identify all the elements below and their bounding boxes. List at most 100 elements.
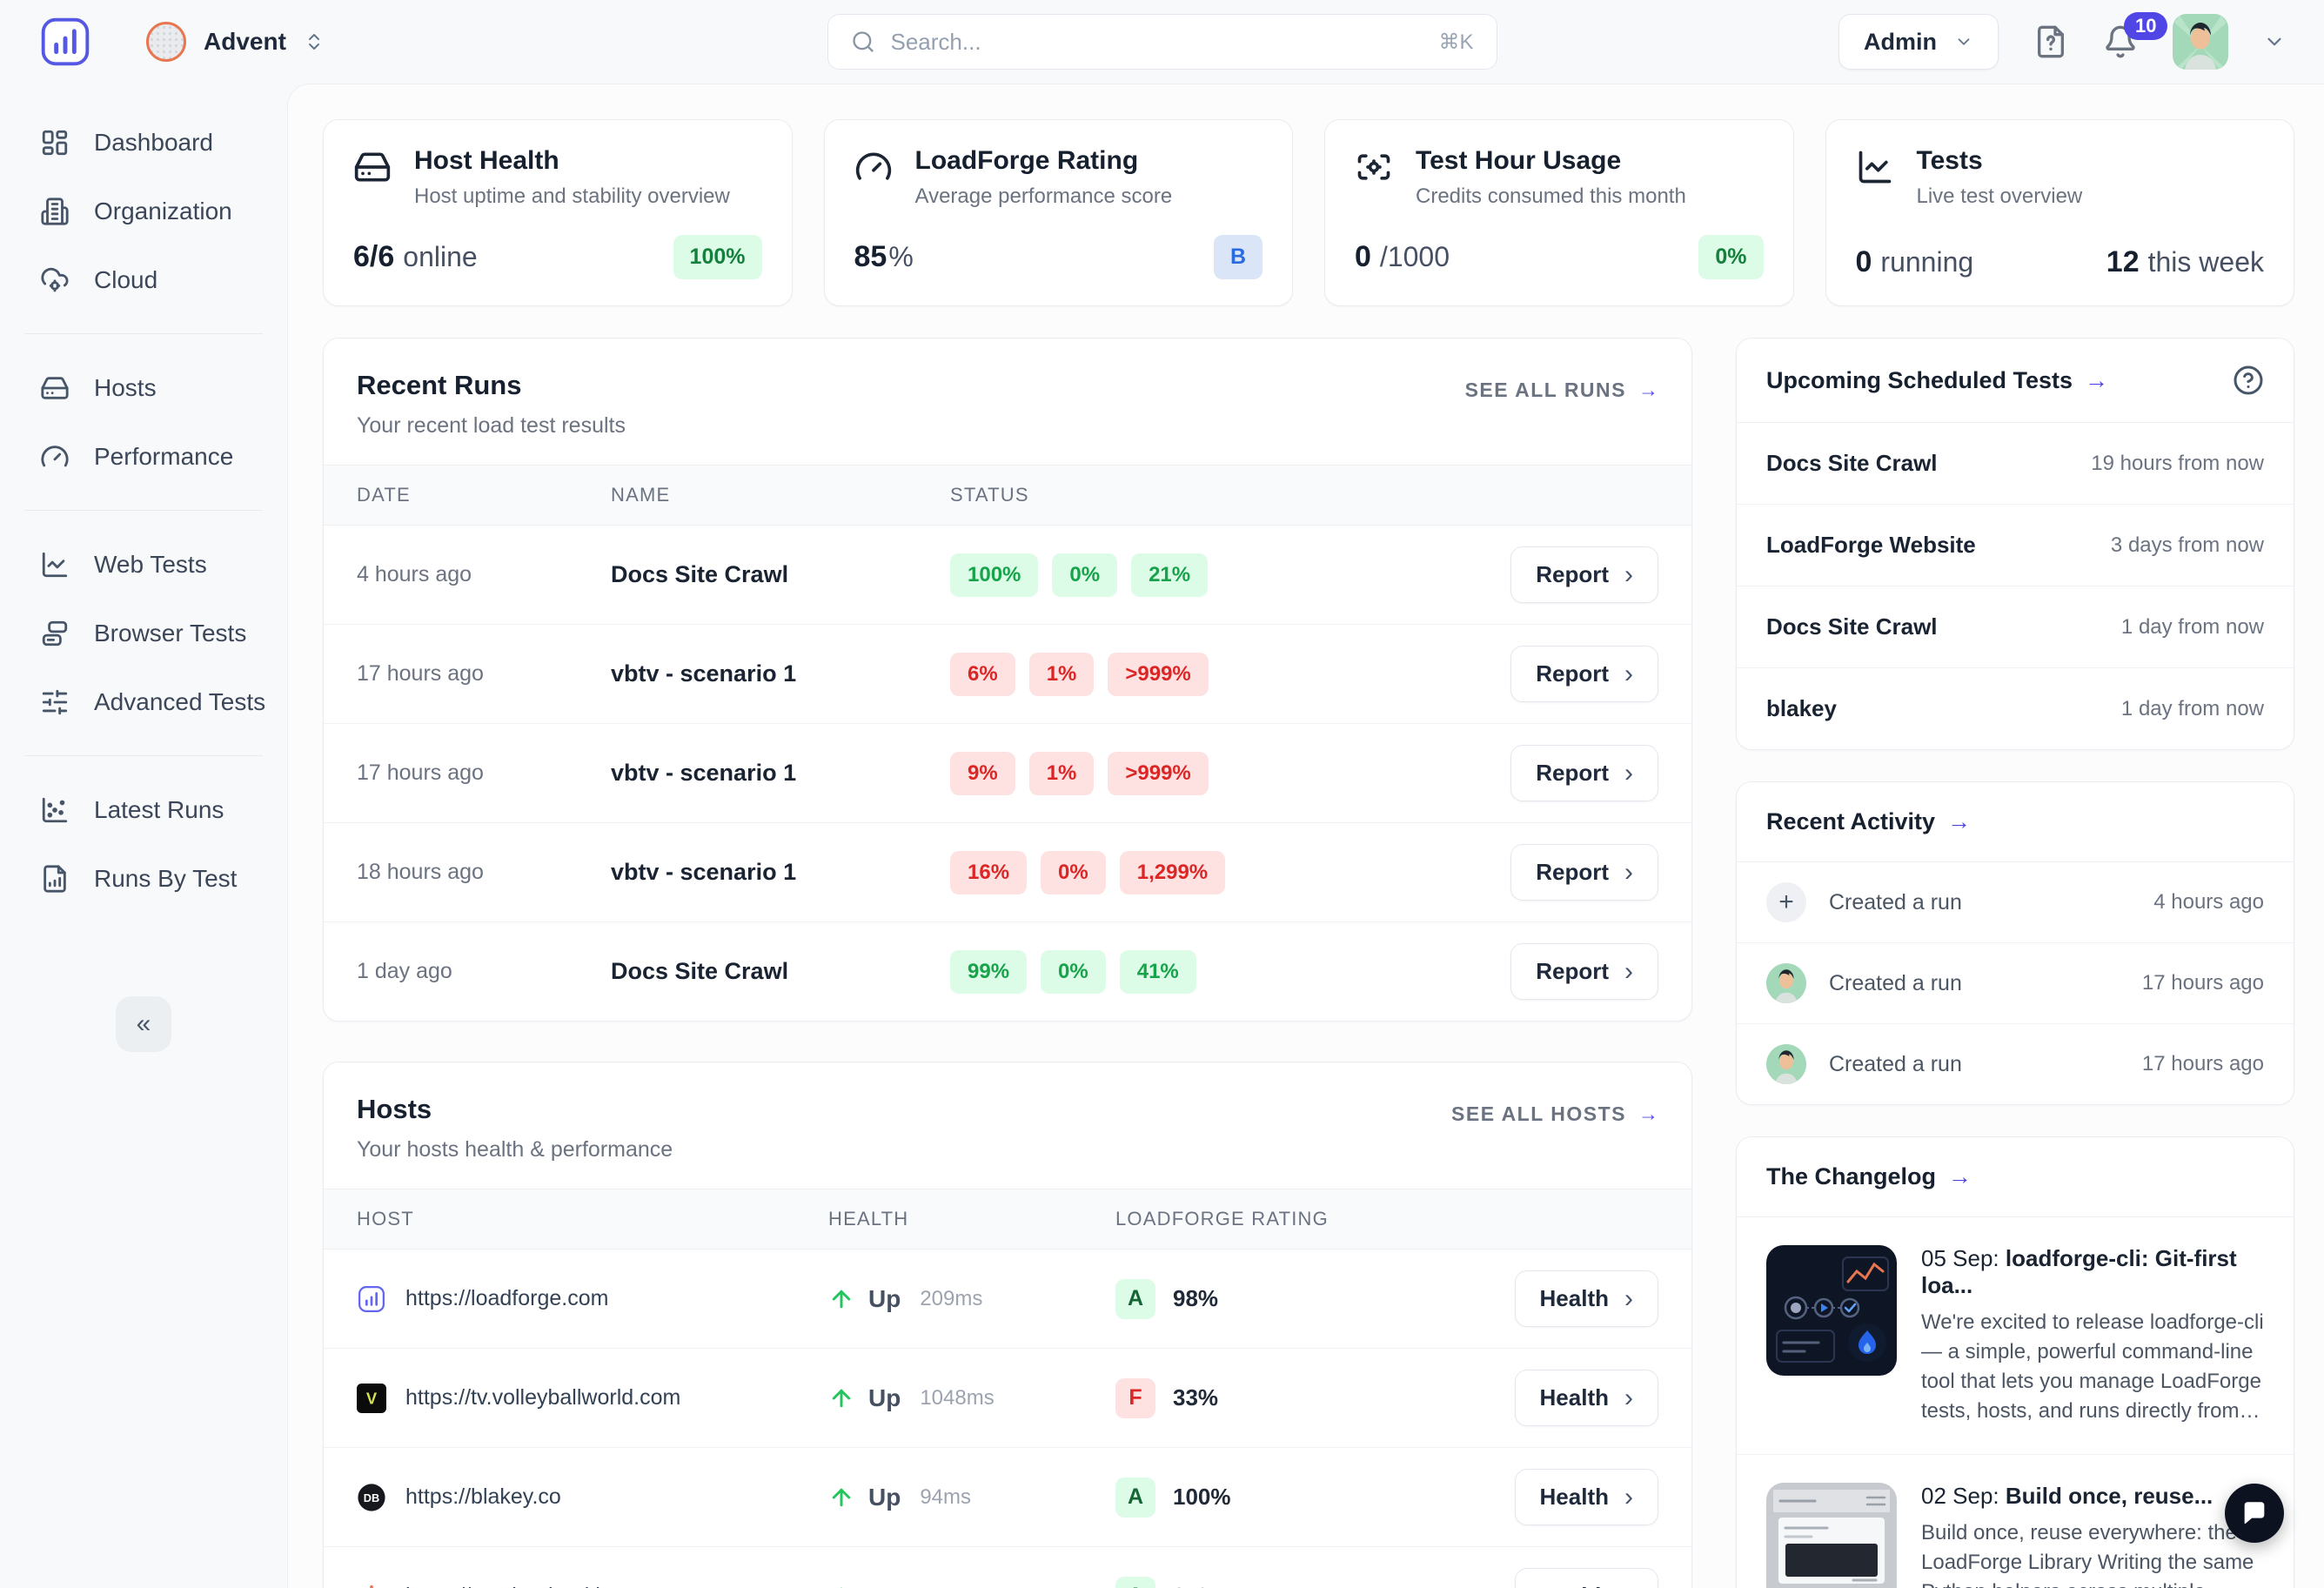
main-content: Host Health Host uptime and stability ov… xyxy=(287,84,2324,1588)
run-row: 17 hours ago vbtv - scenario 1 6% 1% >999%… xyxy=(324,625,1691,724)
host-row: V https://tv.volleyballworld.com Up 1048… xyxy=(324,1349,1691,1448)
report-button[interactable]: Report › xyxy=(1510,745,1658,801)
see-all-hosts-link[interactable]: SEE ALL HOSTS → xyxy=(1451,1102,1658,1125)
sidebar-label: Runs By Test xyxy=(94,864,238,892)
report-button[interactable]: Report › xyxy=(1510,943,1658,1000)
scheduled-row[interactable]: Docs Site Crawl 19 hours from now xyxy=(1737,423,2294,505)
topbar-actions: Admin 10 xyxy=(1838,12,2286,70)
sidebar-item-dashboard[interactable]: Dashboard xyxy=(0,108,287,177)
sidebar-divider xyxy=(24,755,263,756)
host-status: Up xyxy=(868,1384,901,1411)
activity-row[interactable]: Created a run 17 hours ago xyxy=(1737,1024,2294,1104)
changelog-entry[interactable]: 05 Sep: loadforge-cli: Git-first loa... … xyxy=(1737,1217,2294,1454)
sidebar-item-runs-by-test[interactable]: Runs By Test xyxy=(0,844,287,913)
run-row: 17 hours ago vbtv - scenario 1 9% 1% >999%… xyxy=(324,724,1691,823)
scheduled-row[interactable]: blakey 1 day from now xyxy=(1737,668,2294,749)
scheduled-row[interactable]: Docs Site Crawl 1 day from now xyxy=(1737,586,2294,668)
chat-bubble-icon xyxy=(2244,1502,2265,1524)
scheduled-row[interactable]: LoadForge Website 3 days from now xyxy=(1737,505,2294,586)
sidebar-item-cloud[interactable]: Cloud xyxy=(0,245,287,314)
activity-row[interactable]: + Created a run 4 hours ago xyxy=(1737,862,2294,943)
health-button[interactable]: Health› xyxy=(1514,1568,1658,1588)
scheduled-when: 19 hours from now xyxy=(2091,451,2264,475)
sidebar-label: Organization xyxy=(94,197,232,224)
sidebar-item-organization[interactable]: Organization xyxy=(0,177,287,245)
status-badge: 21% xyxy=(1131,553,1209,597)
host-latency: 1048ms xyxy=(920,1385,995,1410)
sidebar-label: Performance xyxy=(94,442,234,470)
notifications-button[interactable]: 10 xyxy=(2103,12,2168,59)
chat-widget-button[interactable] xyxy=(2225,1484,2284,1543)
host-url[interactable]: https://blakey.co xyxy=(405,1484,561,1509)
user-menu-caret[interactable] xyxy=(2263,30,2286,53)
search-icon xyxy=(852,31,874,52)
arrow-right-icon: → xyxy=(1638,1102,1658,1125)
file-chart-icon xyxy=(44,864,66,893)
host-url[interactable]: https://october.health xyxy=(405,1584,607,1588)
up-arrow-icon xyxy=(832,1488,851,1506)
health-button[interactable]: Health› xyxy=(1514,1270,1658,1327)
activity-title[interactable]: Recent Activity xyxy=(1766,808,1936,834)
arrow-right-icon: → xyxy=(2085,366,2109,393)
changelog-entry[interactable]: 02 Sep: Build once, reuse... Build once,… xyxy=(1737,1454,2294,1588)
chevron-down-icon xyxy=(1958,38,1970,45)
recent-runs-title: Recent Runs xyxy=(357,370,522,400)
org-avatar xyxy=(146,22,186,62)
svg-text:V: V xyxy=(366,1389,378,1407)
card-tests: Tests Live test overview 0 running 12 this… xyxy=(1825,119,2294,306)
sidebar-item-advanced-tests[interactable]: Advanced Tests xyxy=(0,667,287,736)
admin-menu-button[interactable]: Admin xyxy=(1838,14,1999,70)
scheduled-title[interactable]: Upcoming Scheduled Tests xyxy=(1766,366,2073,393)
grade-badge: A xyxy=(1115,1278,1155,1319)
changelog-entry-title: 05 Sep: loadforge-cli: Git-first loa... xyxy=(1921,1245,2237,1298)
sidebar-item-latest-runs[interactable]: Latest Runs xyxy=(0,775,287,844)
health-button[interactable]: Health› xyxy=(1514,1370,1658,1426)
report-button[interactable]: Report › xyxy=(1510,646,1658,702)
chevron-right-icon: › xyxy=(1624,758,1633,787)
see-all-runs-link[interactable]: SEE ALL RUNS → xyxy=(1464,379,1658,401)
status-badge: 99% xyxy=(950,949,1028,994)
scheduled-help-icon[interactable] xyxy=(2233,365,2264,396)
changelog-entry-title: 02 Sep: Build once, reuse... xyxy=(1921,1483,2213,1510)
report-button[interactable]: Report › xyxy=(1510,844,1658,901)
host-url[interactable]: https://tv.volleyballworld.com xyxy=(405,1385,681,1410)
sidebar-item-browser-tests[interactable]: Browser Tests xyxy=(0,599,287,667)
activity-text: Created a run xyxy=(1829,889,1962,915)
server-icon xyxy=(41,376,69,399)
status-badge: >999% xyxy=(1108,652,1209,696)
run-date: 17 hours ago xyxy=(357,661,484,686)
line-chart-icon xyxy=(1859,151,1891,184)
health-button[interactable]: Health› xyxy=(1514,1469,1658,1525)
changelog-title[interactable]: The Changelog xyxy=(1766,1163,1936,1189)
up-arrow-icon xyxy=(832,1290,851,1308)
sidebar: Dashboard Organization Cloud Hosts Perfo… xyxy=(0,84,287,1588)
october-health-favicon xyxy=(370,1585,373,1588)
user-avatar[interactable] xyxy=(2173,14,2228,70)
activity-row[interactable]: Created a run 17 hours ago xyxy=(1737,943,2294,1024)
run-name: vbtv - scenario 1 xyxy=(611,660,797,687)
sidebar-divider xyxy=(24,333,263,334)
status-badge: 1% xyxy=(1028,751,1095,795)
card-value: 85% xyxy=(854,240,914,273)
sidebar-item-hosts[interactable]: Hosts xyxy=(0,353,287,422)
sidebar-collapse-button[interactable]: « xyxy=(116,996,171,1052)
host-row: https://october.health Up 201ms A 97% He… xyxy=(324,1547,1691,1588)
org-name: Advent xyxy=(204,28,286,55)
plus-icon: + xyxy=(1766,882,1806,922)
host-url[interactable]: https://loadforge.com xyxy=(405,1286,609,1310)
org-switcher[interactable]: Advent xyxy=(146,22,325,62)
search-input[interactable] xyxy=(890,28,1423,56)
sidebar-divider xyxy=(24,510,263,511)
help-docs-button[interactable] xyxy=(2033,24,2068,59)
app-logo-icon[interactable] xyxy=(38,15,92,69)
search-bar[interactable]: ⌘K xyxy=(827,14,1497,70)
host-latency: 209ms xyxy=(920,1286,983,1310)
run-name: vbtv - scenario 1 xyxy=(611,859,797,885)
run-date: 4 hours ago xyxy=(357,562,472,586)
up-arrow-icon xyxy=(832,1389,851,1407)
sidebar-item-web-tests[interactable]: Web Tests xyxy=(0,530,287,599)
arrow-right-icon: → xyxy=(1638,379,1658,401)
sidebar-item-performance[interactable]: Performance xyxy=(0,422,287,491)
report-button[interactable]: Report › xyxy=(1510,546,1658,603)
admin-label: Admin xyxy=(1864,28,1937,55)
